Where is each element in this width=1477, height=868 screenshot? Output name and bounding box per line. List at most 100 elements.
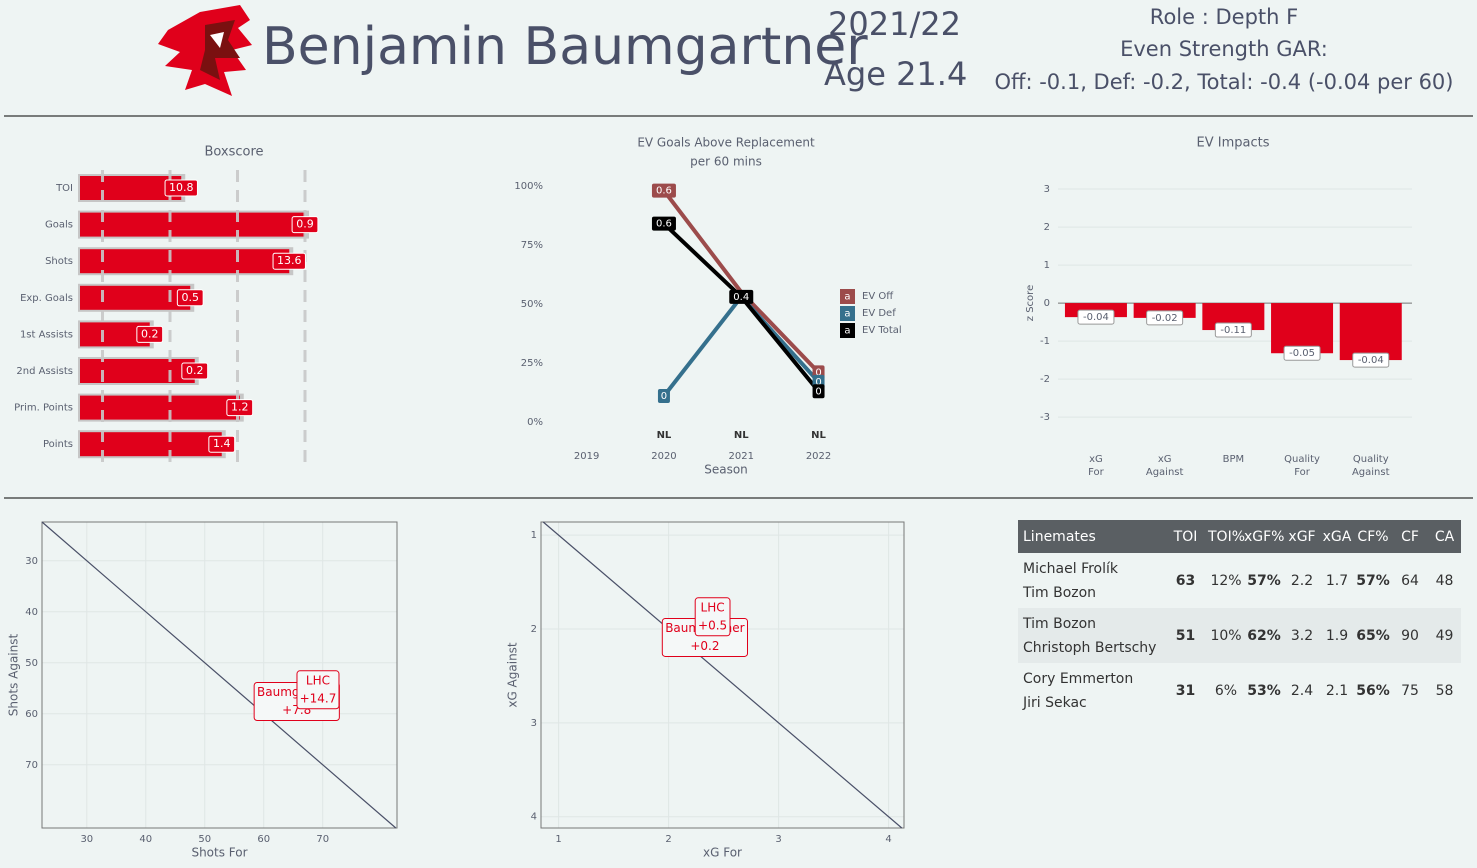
column-header: xGF — [1284, 520, 1320, 553]
legend-glyph: a — [844, 326, 850, 337]
stat-cell: 6% — [1214, 682, 1238, 699]
stat-cell: 10% — [1208, 608, 1244, 663]
column-header: xGA — [1320, 520, 1354, 553]
point-diff: +14.7 — [300, 691, 337, 705]
stat-cell: 48 — [1435, 572, 1454, 589]
diagonal — [542, 521, 903, 829]
x-tick-label: 60 — [257, 834, 270, 845]
column-header: Linemates — [1018, 520, 1163, 553]
stat-cell: 1.9 — [1320, 608, 1354, 663]
x-tick-label: 30 — [80, 834, 93, 845]
value-label-box — [291, 216, 319, 234]
y-tick-label: Points — [43, 439, 73, 450]
x-tick-label: 50 — [198, 834, 211, 845]
y-tick-label: Goals — [45, 220, 73, 231]
linemates-cell: Cory Emmerton Jiri Sekac — [1018, 663, 1163, 718]
value-label-box — [181, 362, 209, 380]
value-label: 0.9 — [296, 218, 314, 231]
player-name: Benjamin Baumgartner — [262, 17, 868, 77]
x-tick-label: 3 — [775, 834, 781, 845]
legend-label: EV Def — [862, 308, 896, 319]
y-tick-label: 2 — [1044, 222, 1050, 233]
x-tick-label: 2019 — [574, 451, 599, 462]
point-diff: +0.2 — [690, 639, 719, 653]
y-tick-label: 1 — [531, 530, 537, 541]
point-name: LHC — [306, 673, 330, 687]
stat-cell: 56% — [1356, 682, 1390, 699]
y-tick-label: Shots — [45, 256, 73, 267]
season: 2021/22 — [828, 5, 961, 43]
y-tick-label: 75% — [521, 240, 543, 251]
series-line — [662, 189, 820, 374]
linemates-cell: Tim Bozon Christoph Bertschy — [1018, 608, 1163, 663]
point-diff: +0.5 — [698, 618, 727, 632]
point-label-box — [694, 597, 731, 637]
player-name: Cory Emmerton — [1023, 670, 1134, 687]
stat-cell: 49 — [1428, 608, 1461, 663]
y-tick-label: 30 — [25, 556, 38, 567]
stat-cell: 1.7 — [1325, 572, 1349, 589]
table-row: Cory Emmerton Jiri Sekac 31 6% 53% 2.4 2.1 56% 7… — [1018, 663, 1461, 718]
x-tick-label: Quality For — [1284, 454, 1320, 478]
player-name: Tim Bozon — [1023, 584, 1097, 601]
value-label-box — [226, 399, 254, 417]
y-tick-label: 60 — [25, 709, 38, 720]
point-label: 0.6 — [656, 186, 672, 197]
stat-cell: 57% — [1356, 572, 1390, 589]
x-axis-title: xG For — [703, 846, 742, 860]
stat-cell: 53% — [1247, 682, 1281, 699]
column-header: CF% — [1354, 520, 1392, 553]
gar-title: Even Strength GAR: — [1120, 37, 1328, 61]
value-label: -0.02 — [1152, 313, 1178, 324]
chart-title: EV Goals Above Replacement — [637, 136, 815, 150]
chart-title: Boxscore — [204, 145, 263, 160]
bar — [80, 395, 240, 420]
value-label-box — [176, 289, 204, 307]
table-row: Tim Bozon Christoph Bertschy 51 10% 62% 3.2 1.… — [1018, 608, 1461, 663]
y-tick-label: Prim. Points — [14, 403, 73, 414]
stat-cell: 31 — [1175, 682, 1196, 699]
column-header: TOI — [1163, 520, 1208, 553]
role: Role : Depth F — [1150, 5, 1298, 29]
y-tick-label: 3 — [531, 718, 537, 729]
legend-label: EV Total — [862, 325, 902, 336]
point-label-box — [657, 389, 670, 404]
linemates-cell: Michael Frolík Tim Bozon — [1018, 553, 1163, 608]
player-name: Tim Bozon — [1023, 615, 1097, 632]
bar — [80, 176, 182, 200]
stat-cell: 12% — [1210, 572, 1242, 589]
legend-swatch — [840, 306, 855, 321]
value-label-box — [1283, 345, 1321, 361]
x-tick-label: 2 — [665, 834, 671, 845]
point-label: 0 — [815, 367, 821, 378]
age: Age 21.4 — [824, 55, 967, 93]
point-name: LHC — [701, 600, 725, 614]
value-label-box — [272, 252, 306, 270]
y-tick-label: -3 — [1040, 412, 1050, 423]
chart-subtitle: per 60 mins — [690, 155, 762, 169]
y-tick-label: 100% — [514, 181, 543, 192]
league-label: NL — [734, 430, 749, 441]
point-label-box — [812, 384, 825, 399]
value-label-box — [136, 325, 164, 343]
column-header: xGF% — [1244, 520, 1285, 553]
column-header: CA — [1428, 520, 1461, 553]
y-tick-label: 4 — [531, 812, 537, 823]
y-axis-title: z Score — [1025, 285, 1036, 321]
value-label: 10.8 — [169, 181, 194, 194]
point-label: 0.6 — [656, 219, 672, 230]
column-header: TOI% — [1208, 520, 1245, 553]
stat-cell: 65% — [1354, 608, 1392, 663]
bar — [80, 212, 305, 237]
legend-glyph: a — [844, 292, 850, 303]
value-label: -0.05 — [1289, 348, 1315, 359]
value-label-box — [1214, 322, 1252, 338]
y-tick-label: 25% — [521, 358, 543, 369]
stat-cell: 2.1 — [1325, 682, 1349, 699]
x-tick-label: 2021 — [729, 451, 754, 462]
stat-cell: 51 — [1163, 608, 1208, 663]
column-header: CF — [1392, 520, 1428, 553]
stat-cell: 2.4 — [1290, 682, 1314, 699]
y-tick-label: -1 — [1040, 336, 1050, 347]
